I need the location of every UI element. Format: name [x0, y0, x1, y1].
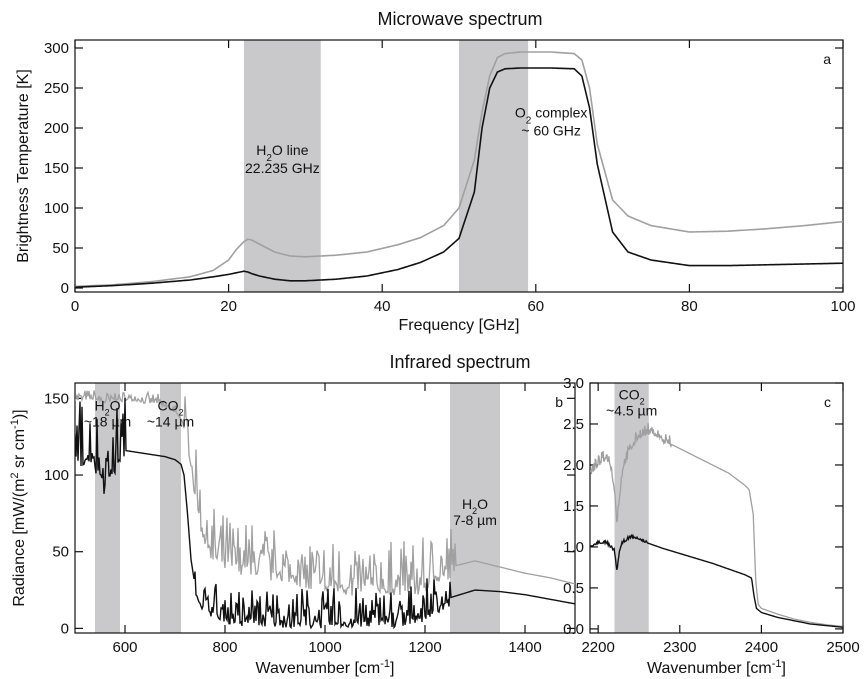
ann-text: complex [531, 105, 587, 121]
y-axis-label: Brightness Temperature [K] [15, 69, 32, 263]
h2o-line-annotation: H2O line [256, 142, 308, 164]
o2-complex-annotation: O2 complex [515, 105, 587, 127]
shaded-band-2 [459, 40, 529, 292]
panel-label: c [824, 394, 831, 410]
y-tick-label: 150 [44, 390, 69, 407]
y-axis-label: Radiance [mW/(m2 sr cm-1)] [9, 409, 28, 606]
panel-label: b [555, 394, 563, 410]
y-tick-label: 50 [52, 544, 69, 561]
x-tick-label: 2200 [581, 639, 614, 656]
x-tick-label: 800 [212, 639, 237, 656]
y-tick-label: 0 [61, 620, 69, 637]
gray-spectrum-line [590, 423, 843, 628]
label-superscript: -1 [772, 658, 782, 670]
ann-subscript: 2 [178, 408, 183, 418]
x-tick-label: 1400 [508, 639, 541, 656]
gray-spectrum-line [75, 390, 575, 596]
y-tick-label: 250 [44, 80, 69, 97]
ann-text: H [462, 496, 472, 512]
ann-text: CO [157, 398, 178, 414]
label-text: Radiance [mW/(m [11, 479, 28, 607]
y-tick-label: 0.5 [563, 580, 584, 597]
ann-text: CO [619, 386, 640, 402]
y-tick-label: 200 [44, 120, 69, 137]
h2o-line-frequency: 22.235 GHz [245, 160, 320, 176]
plot-frame [589, 382, 844, 634]
label-text: ] [390, 660, 394, 677]
x-axis-label: Frequency [GHz] [399, 317, 520, 334]
ann-subscript: 2 [266, 153, 272, 164]
ann-text: H [256, 142, 266, 158]
panel-b: 600 800 1000 1200 1400 0 50 100 150 b Wavenumber [… [9, 382, 576, 677]
y-tick-label: 50 [52, 240, 69, 257]
x-tick-label: 100 [830, 298, 855, 315]
x-tick-label: 2300 [663, 639, 696, 656]
x-tick-label: 600 [112, 639, 137, 656]
ann-text: O line [272, 142, 309, 158]
shaded-band-2 [160, 383, 181, 633]
x-tick-label: 2400 [745, 639, 778, 656]
gray-spectrum-line [74, 51, 844, 288]
infrared-title: Infrared spectrum [389, 352, 530, 372]
x-tick-label: 60 [527, 298, 544, 315]
ann-text: H [94, 398, 104, 414]
ann-subscript: 2 [640, 396, 645, 406]
label-text: ] [782, 660, 786, 677]
x-tick-label: 2500 [826, 639, 859, 656]
panel-a: 0 20 40 60 80 100 0 50 100 150 200 250 300 a Frequency… [15, 39, 856, 334]
y-tick-label: 2.0 [563, 457, 584, 474]
label-superscript: -1 [380, 658, 390, 670]
y-tick-label: 300 [44, 40, 69, 57]
y-tick-label: 1.5 [563, 498, 584, 515]
h2o-18-wavelength: ~18 µm [84, 414, 131, 430]
x-tick-label: 80 [681, 298, 698, 315]
label-superscript: -1 [9, 419, 21, 429]
ann-text: O [515, 105, 526, 121]
shaded-band-1 [243, 40, 321, 292]
label-text: Wavenumber [cm [255, 660, 380, 677]
ann-subscript: 2 [105, 408, 110, 418]
y-tick-label: 150 [44, 160, 69, 177]
y-tick-label: 0 [61, 280, 69, 297]
y-tick-label: 1.0 [563, 539, 584, 556]
ann-subscript: 2 [472, 506, 477, 516]
label-text: Wavenumber [cm [647, 660, 772, 677]
label-text: )] [11, 409, 28, 419]
label-superscript: 2 [9, 472, 21, 478]
x-tick-label: 0 [71, 298, 79, 315]
x-axis-label: Wavenumber [cm-1] [255, 658, 394, 677]
ann-text: O [110, 398, 121, 414]
x-tick-label: 20 [220, 298, 237, 315]
x-tick-label: 1000 [308, 639, 341, 656]
panel-c: 2200 2300 2400 2500 0.0 0.5 1.0 1.5 2.0 2.5 3.0 c Wa… [563, 375, 860, 677]
co2-45-wavelength: ~4.5 µm [606, 402, 657, 418]
ann-text: O [477, 496, 488, 512]
plot-frame [74, 39, 844, 293]
h2o-78-annotation: H2O [462, 496, 488, 516]
black-spectrum-line [590, 533, 843, 628]
co2-14-wavelength: ~14 µm [147, 414, 194, 430]
microwave-title: Microwave spectrum [377, 9, 542, 29]
h2o-18-annotation: H2O [94, 398, 120, 418]
y-tick-label: 3.0 [563, 375, 584, 392]
ann-subscript: 2 [526, 115, 532, 126]
co2-45-annotation: CO2 [619, 386, 645, 406]
black-spectrum-line [75, 397, 575, 630]
o2-complex-frequency: ~ 60 GHz [521, 123, 581, 139]
label-text: sr cm [11, 429, 28, 473]
y-tick-label: 100 [44, 467, 69, 484]
x-tick-label: 1200 [408, 639, 441, 656]
x-tick-label: 40 [374, 298, 391, 315]
co2-14-annotation: CO2 [157, 398, 183, 418]
x-axis-label: Wavenumber [cm-1] [647, 658, 786, 677]
shaded-band-1 [614, 383, 649, 633]
y-tick-label: 2.5 [563, 416, 584, 433]
black-spectrum-line [74, 67, 844, 288]
h2o-78-wavelength: 7-8 µm [453, 512, 497, 528]
panel-label: a [823, 51, 831, 67]
y-tick-label: 0.0 [563, 621, 584, 638]
y-tick-label: 100 [44, 200, 69, 217]
